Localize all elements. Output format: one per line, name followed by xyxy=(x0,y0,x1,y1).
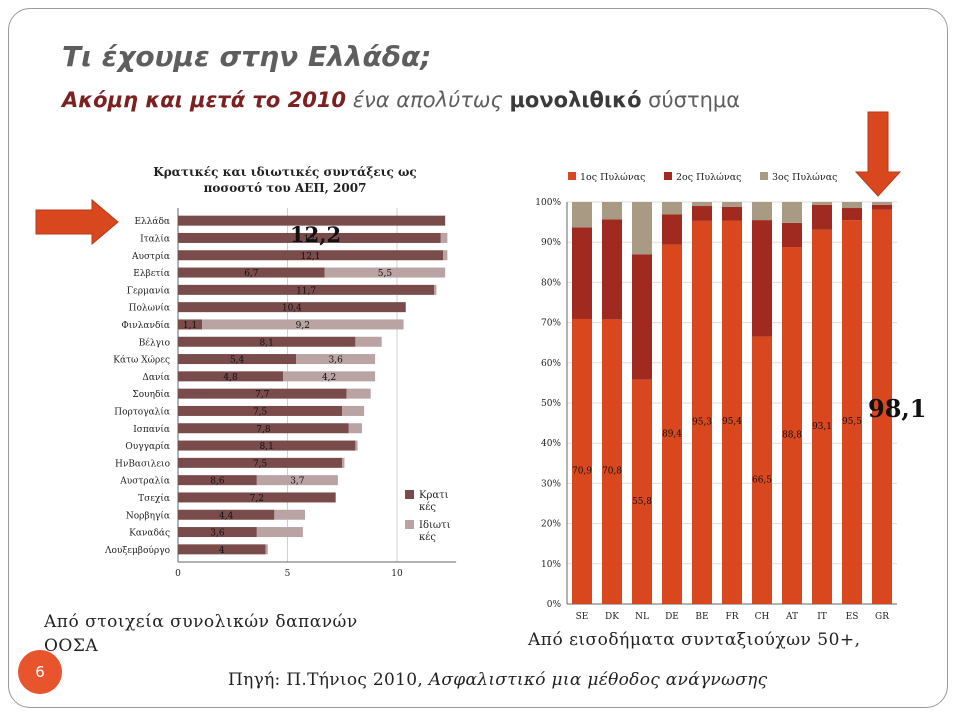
left-chart-title: Κρατικές και ιδιωτικές συντάξεις ως ποσο… xyxy=(130,164,440,196)
left-caption-line1: Από στοιχεία συνολικών δαπανών xyxy=(44,612,358,632)
subtitle-part3: μονολιθικό xyxy=(509,88,642,112)
subtitle-part4: σύστημα xyxy=(641,88,741,112)
page-number-badge: 6 xyxy=(18,650,62,694)
source-title: Ασφαλιστικό μια μέθοδος ανάγνωσης xyxy=(428,670,768,690)
right-caption: Από εισοδήματα συνταξιούχων 50+, xyxy=(528,630,861,650)
subtitle-part2: ένα απολύτως xyxy=(346,88,510,112)
subtitle-part1: Ακόμη και μετά το 2010 xyxy=(62,88,347,112)
gr-value-annotation: 98,1 xyxy=(868,394,927,423)
slide-title: Τι έχουμε στην Ελλάδα; xyxy=(62,40,432,73)
greece-value-annotation: 12,2 xyxy=(290,222,342,247)
left-chart-title-line2: ποσοστό του ΑΕΠ, 2007 xyxy=(203,181,367,195)
left-caption: Από στοιχεία συνολικών δαπανών ΟΟΣΑ xyxy=(44,610,358,658)
slide-subtitle: Ακόμη και μετά το 2010 ένα απολύτως μονο… xyxy=(62,88,740,112)
left-caption-line2: ΟΟΣΑ xyxy=(44,636,99,656)
source-prefix: Πηγή: Π.Τήνιος 2010, xyxy=(228,670,429,690)
left-chart-title-line1: Κρατικές και ιδιωτικές συντάξεις ως xyxy=(153,165,417,179)
source-line: Πηγή: Π.Τήνιος 2010, Ασφαλιστικό μια μέθ… xyxy=(228,670,767,690)
slide-frame xyxy=(8,8,948,708)
